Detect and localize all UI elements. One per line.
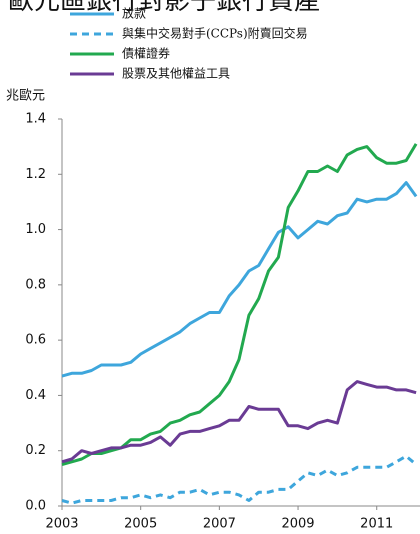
legend-label: 債權證券 bbox=[122, 46, 170, 61]
chart-title: 歐元區銀行對影子銀行資產 bbox=[8, 0, 320, 16]
x-tick-label: 2009 bbox=[281, 517, 314, 532]
series-line bbox=[61, 454, 418, 505]
series-line bbox=[61, 143, 418, 466]
series-line bbox=[61, 181, 418, 378]
series-line bbox=[61, 380, 417, 464]
y-tick-label: 1.0 bbox=[25, 222, 46, 237]
x-tick-label: 2007 bbox=[203, 517, 236, 532]
x-tick-label: 2011 bbox=[360, 517, 393, 532]
y-tick-label: 1.4 bbox=[25, 112, 46, 127]
y-tick-label: 1.2 bbox=[25, 167, 46, 182]
y-tick-label: 0.2 bbox=[25, 443, 46, 458]
legend-label: 與集中交易對手(CCPs)附賣回交易 bbox=[122, 26, 308, 41]
y-tick-label: 0.6 bbox=[25, 333, 46, 348]
legend-label: 股票及其他權益工具 bbox=[122, 67, 230, 81]
y-axis-label: 兆歐元 bbox=[6, 89, 45, 104]
y-tick-label: 0.4 bbox=[25, 388, 46, 403]
y-tick-label: 0.8 bbox=[25, 277, 46, 292]
x-tick-label: 2005 bbox=[124, 517, 157, 532]
y-tick-label: 0.0 bbox=[25, 499, 46, 514]
x-tick-label: 2003 bbox=[45, 517, 78, 532]
legend-label: 放款 bbox=[122, 6, 146, 21]
